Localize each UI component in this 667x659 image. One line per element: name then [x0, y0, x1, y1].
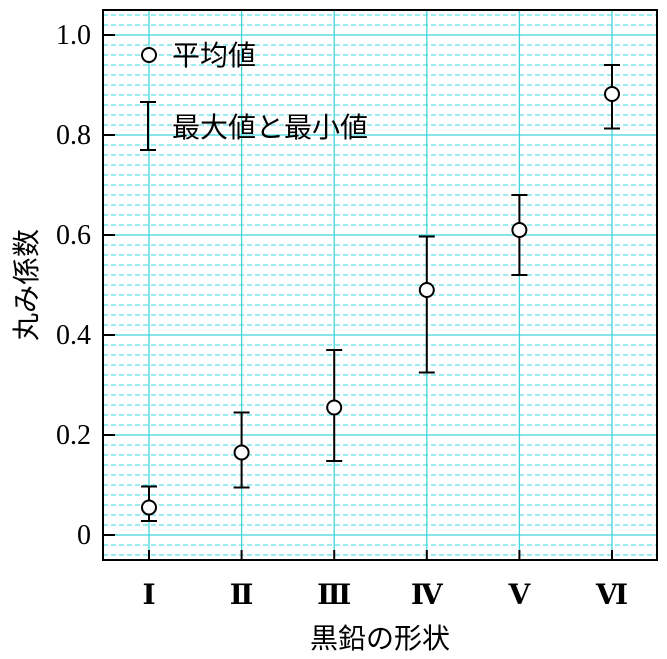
mean-marker [141, 499, 157, 516]
y-axis-title: 丸み係数 [10, 229, 43, 341]
y-tick-label: 0.8 [56, 120, 91, 151]
x-tick-label: Ⅰ [142, 580, 155, 611]
legend-range-label: 最大値と最小値 [172, 111, 368, 144]
mean-marker [604, 86, 620, 102]
y-tick-label: 0 [77, 520, 91, 551]
x-tick-label: Ⅱ [230, 580, 254, 611]
x-axis-title: 黒鉛の形状 [310, 622, 450, 655]
y-tick-label: 0.4 [56, 320, 91, 351]
legend-mean-marker [141, 47, 157, 63]
mean-marker [233, 444, 250, 461]
y-tick-label: 0.2 [56, 420, 91, 451]
y-tick-label: 0.6 [56, 220, 91, 251]
x-tick-label: Ⅲ [317, 580, 351, 611]
x-axis: Ⅰ Ⅱ Ⅲ Ⅳ Ⅴ Ⅵ [142, 550, 628, 611]
x-tick-label: Ⅴ [508, 580, 532, 611]
legend: 平均値 最大値と最小値 [140, 39, 368, 151]
y-tick-label: 1.0 [56, 20, 91, 51]
mean-marker [418, 282, 435, 298]
plot-frame [102, 9, 658, 561]
mean-marker [511, 222, 528, 238]
x-tick-label: Ⅳ [411, 580, 444, 611]
y-axis: 0 0.2 0.4 0.6 0.8 1.0 [56, 20, 115, 551]
grid [103, 10, 657, 560]
legend-mean-label: 平均値 [172, 39, 256, 72]
data-series [141, 64, 620, 522]
legend-range-marker [140, 101, 156, 151]
x-tick-label: Ⅵ [595, 580, 628, 611]
mean-marker [326, 399, 343, 416]
